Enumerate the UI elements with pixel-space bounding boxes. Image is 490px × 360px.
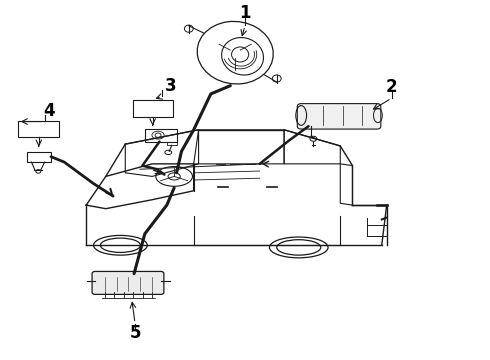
FancyBboxPatch shape — [92, 271, 164, 294]
FancyBboxPatch shape — [297, 104, 381, 129]
Text: 1: 1 — [239, 4, 251, 22]
Text: 2: 2 — [386, 78, 397, 96]
Text: 3: 3 — [165, 77, 176, 95]
Text: 4: 4 — [44, 102, 55, 120]
Text: 5: 5 — [129, 324, 141, 342]
